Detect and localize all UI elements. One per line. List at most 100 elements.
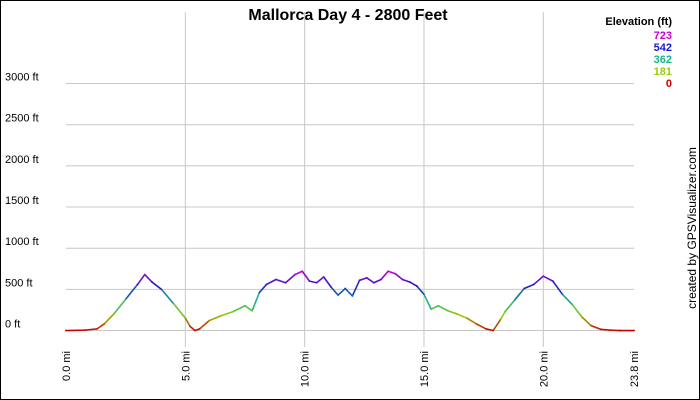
profile-segment: [220, 310, 234, 317]
profile-point: [513, 299, 516, 301]
credit-text: created by GPSVisualizer.com: [685, 147, 699, 309]
profile-point: [380, 278, 382, 281]
profile-segment: [275, 278, 287, 284]
profile-segment: [330, 286, 339, 296]
profile-point: [492, 329, 495, 332]
profile-segment: [423, 293, 432, 310]
grid: [66, 12, 634, 347]
profile-point: [258, 291, 261, 294]
profile-point: [301, 270, 304, 273]
profile-point: [504, 310, 507, 313]
y-tick-label: 2000 ft: [5, 154, 39, 166]
profile-point: [485, 327, 487, 330]
profile-point: [284, 281, 287, 284]
profile-segment: [365, 277, 375, 284]
profile-segment: [103, 313, 115, 325]
profile-segment: [172, 302, 187, 319]
profile-segment: [232, 305, 246, 313]
profile-segment: [258, 283, 268, 294]
profile-point: [358, 279, 361, 282]
profile-segment: [492, 319, 502, 332]
profile-point: [96, 327, 98, 330]
profile-point: [189, 325, 192, 328]
profile-segment: [571, 303, 583, 318]
profile-segment: [456, 313, 468, 319]
profile-point: [124, 298, 127, 301]
profile-point: [551, 280, 554, 283]
profile-segment: [401, 278, 411, 283]
profile-segment: [437, 305, 449, 312]
profile-segment: [337, 287, 347, 296]
profile-segment: [198, 319, 210, 330]
legend-entry: 723: [654, 30, 672, 42]
profile-point: [561, 293, 564, 296]
profile-point: [65, 329, 67, 332]
x-tick-label: 20.0 mi: [538, 351, 550, 387]
y-tick-label: 0 ft: [5, 319, 20, 331]
profile-segment: [112, 298, 127, 315]
profile-segment: [184, 317, 191, 328]
profile-point: [415, 285, 418, 287]
profile-segment: [475, 323, 487, 330]
profile-point: [208, 319, 211, 322]
profile-segment: [416, 285, 425, 296]
profile-point: [143, 273, 146, 276]
x-tick-label: 23.8 mi: [629, 351, 641, 387]
profile-segment: [322, 276, 332, 288]
profile-segment: [136, 273, 146, 286]
profile-point: [609, 329, 612, 332]
x-axis-ticks: 0.0 mi 5.0 mi 10.0 mi 15.0 mi 20.0 mi 23.8 mi: [61, 351, 641, 387]
profile-segment: [96, 323, 105, 330]
profile-point: [308, 280, 311, 283]
profile-point: [184, 317, 187, 320]
profile-point: [499, 318, 502, 321]
profile-segment: [430, 305, 440, 310]
profile-point: [466, 317, 468, 320]
profile-segment: [561, 293, 573, 305]
y-tick-label: 1500 ft: [5, 195, 39, 207]
profile-point: [251, 309, 254, 312]
profile-point: [220, 314, 223, 317]
profile-segment: [160, 288, 175, 305]
profile-point: [387, 270, 390, 273]
profile-segment: [294, 270, 304, 276]
x-tick-label: 0.0 mi: [61, 351, 73, 381]
profile-segment: [251, 291, 261, 312]
profile-point: [618, 329, 621, 332]
profile-point: [193, 329, 196, 332]
y-tick-label: 3000 ft: [5, 72, 39, 84]
profile-segment: [523, 283, 535, 290]
profile-segment: [408, 281, 418, 287]
profile-segment: [124, 283, 139, 301]
profile-point: [232, 310, 234, 313]
profile-segment: [208, 314, 222, 322]
profile-segment: [504, 299, 516, 313]
profile-segment: [315, 276, 325, 284]
profile-point: [294, 273, 297, 276]
profile-point: [330, 285, 332, 288]
profile-point: [571, 303, 573, 306]
profile-segment: [84, 328, 98, 331]
profile-point: [337, 294, 339, 297]
y-axis-ticks: 0 ft 500 ft 1000 ft 1500 ft 2000 ft 2500 ft 30…: [5, 72, 39, 331]
profile-segment: [532, 275, 545, 286]
profile-segment: [351, 279, 361, 297]
profile-segment: [358, 277, 368, 282]
profile-segment: [552, 280, 564, 296]
profile-point: [103, 323, 106, 325]
profile-segment: [189, 325, 196, 332]
y-tick-label: 500 ft: [5, 277, 33, 289]
profile-point: [172, 302, 175, 305]
y-tick-label: 1000 ft: [5, 236, 39, 248]
profile-point: [430, 308, 433, 311]
profile-point: [372, 281, 375, 284]
profile-point: [633, 329, 635, 332]
profile-segment: [590, 324, 602, 331]
profile-segment: [513, 287, 526, 301]
legend-entry: 542: [654, 42, 672, 54]
profile-point: [265, 283, 268, 286]
profile-point: [580, 315, 583, 318]
profile-point: [351, 295, 354, 297]
profile-point: [446, 309, 449, 312]
